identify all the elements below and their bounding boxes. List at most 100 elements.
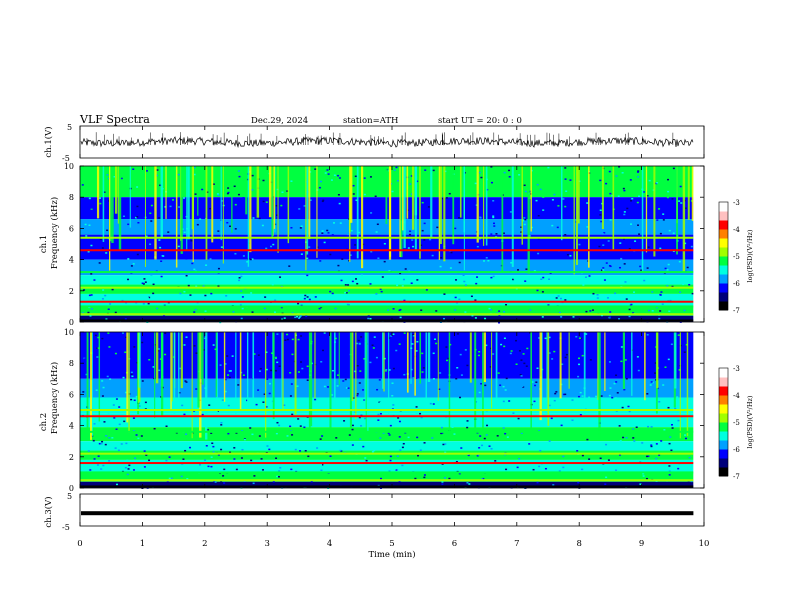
spectrogram-speckle — [343, 420, 346, 422]
spectrogram-speckle — [210, 465, 213, 468]
spectrogram-speckle — [227, 191, 230, 194]
spectrogram-speckle — [347, 387, 350, 389]
spectrogram-speckle — [564, 299, 567, 301]
spectrogram-speckle — [654, 372, 657, 374]
spectrogram-speckle — [645, 455, 648, 458]
spectrogram-speckle — [298, 317, 301, 319]
spectrogram-speckle — [297, 338, 300, 341]
spectrogram-speckle — [585, 310, 588, 313]
spectrogram-speckle — [159, 246, 162, 249]
spectrogram-speckle — [638, 233, 641, 235]
spectrogram-speckle — [285, 341, 288, 344]
spectrogram-speckle — [691, 292, 694, 295]
spectrogram-speckle — [265, 201, 268, 203]
spectrogram-speckle — [177, 173, 180, 176]
spectrogram-speckle — [103, 191, 106, 193]
spectrogram-speckle — [624, 359, 627, 361]
spectrogram-sferic — [349, 166, 351, 262]
spectrogram-speckle — [159, 358, 162, 360]
spectrogram-speckle — [186, 478, 189, 480]
spectrogram-speckle — [324, 172, 327, 174]
spectrogram-speckle — [445, 197, 448, 199]
spectrogram-speckle — [403, 299, 406, 302]
spectrogram-speckle — [158, 217, 161, 219]
spectrogram-speckle — [647, 425, 650, 428]
spectrogram-speckle — [163, 360, 166, 363]
spectrogram-speckle — [440, 426, 443, 429]
spectrogram-speckle — [370, 250, 373, 253]
spectrogram-speckle — [402, 278, 405, 281]
spectrogram-speckle — [409, 183, 412, 185]
spectrogram-speckle — [361, 274, 364, 277]
spectrogram-sferic — [90, 332, 92, 440]
spectrogram-speckle — [421, 229, 424, 232]
spectrogram-speckle — [395, 349, 398, 352]
spectrogram-speckle — [251, 174, 254, 177]
spectrogram-speckle — [609, 192, 612, 195]
colorbar-segment — [719, 422, 728, 432]
spectrogram-speckle — [621, 406, 624, 409]
spectrogram-speckle — [605, 262, 608, 264]
spectrogram-speckle — [140, 435, 143, 437]
spectrogram-sferic — [527, 166, 530, 274]
spectrogram-speckle — [527, 296, 530, 299]
spectrogram-speckle — [337, 193, 340, 196]
spectrogram-speckle — [306, 379, 309, 381]
spectrogram-speckle — [370, 212, 373, 214]
spectrogram-speckle — [262, 179, 265, 182]
spectrogram-sferic — [129, 166, 131, 228]
spectrogram-speckle — [687, 407, 690, 409]
spectrogram-speckle — [666, 376, 669, 378]
spectrogram-speckle — [225, 295, 228, 297]
spectrogram-speckle — [362, 243, 365, 246]
spectrogram-speckle — [676, 396, 679, 398]
spectrogram-speckle — [680, 202, 683, 204]
spectrogram-speckle — [320, 469, 323, 472]
spectrogram-sferic — [573, 166, 575, 275]
spectrogram-speckle — [629, 179, 632, 181]
spectrogram-sferic — [356, 166, 359, 259]
spectrogram-speckle — [678, 369, 681, 371]
spectrogram-sferic — [443, 166, 446, 262]
spectrogram-speckle — [512, 412, 515, 414]
spectrogram-speckle — [656, 219, 659, 221]
colorbar-segment — [719, 458, 728, 468]
spectrogram-speckle — [540, 278, 543, 280]
spectrogram-speckle — [314, 398, 317, 401]
spectrogram-speckle — [548, 352, 551, 354]
spectrogram-speckle — [672, 250, 675, 253]
spectrogram-speckle — [502, 232, 505, 234]
spectrogram-line-emission — [80, 286, 694, 289]
spectrogram-speckle — [291, 312, 294, 314]
spectrogram-speckle — [329, 204, 332, 206]
spectrogram-speckle — [337, 264, 340, 267]
spectrogram-sferic — [175, 166, 178, 268]
spectrogram-speckle — [357, 339, 360, 342]
spectrogram-speckle — [419, 412, 422, 415]
spectrogram-speckle — [628, 315, 631, 318]
spectrogram-speckle — [658, 242, 661, 244]
spectrogram-speckle — [606, 269, 609, 271]
spectrogram-speckle — [668, 442, 671, 445]
spectrogram-speckle — [299, 450, 302, 452]
spectrogram-speckle — [232, 311, 235, 313]
spectrogram-speckle — [185, 381, 188, 383]
spectrogram-sferic — [154, 332, 156, 419]
spectrogram-sferic — [223, 332, 226, 402]
spectrogram-speckle — [117, 449, 120, 452]
spectrogram-speckle — [534, 384, 537, 387]
spectrogram-speckle — [623, 213, 626, 216]
spectrogram-speckle — [423, 442, 426, 444]
spectrogram-speckle — [533, 270, 536, 272]
spectrogram-speckle — [622, 464, 625, 467]
colorbar-segment — [719, 386, 728, 396]
spectrogram-speckle — [265, 247, 268, 250]
spectrogram-sferic — [656, 332, 659, 389]
time-tick-label: 4 — [327, 539, 332, 549]
spectrogram-speckle — [503, 345, 506, 348]
spectrogram-speckle — [492, 215, 495, 217]
spectrogram-speckle — [459, 396, 462, 399]
spectrogram-speckle — [164, 332, 167, 335]
spectrogram-speckle — [238, 175, 241, 178]
spectrogram-speckle — [252, 241, 255, 244]
